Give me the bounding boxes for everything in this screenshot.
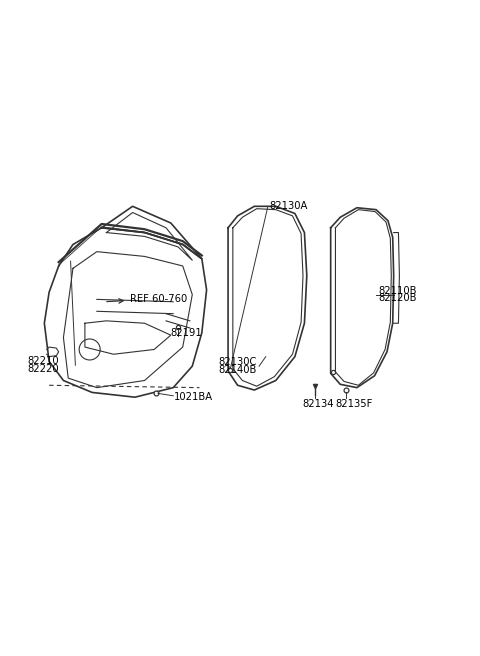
Text: 82220: 82220	[28, 363, 59, 373]
Text: 82110B: 82110B	[378, 286, 417, 296]
Text: 82130C: 82130C	[218, 358, 257, 367]
Text: 82134: 82134	[302, 400, 334, 409]
Text: REF 60-760: REF 60-760	[107, 294, 188, 304]
Text: 82130A: 82130A	[270, 201, 308, 211]
Text: 1021BA: 1021BA	[174, 392, 213, 401]
Text: 82140B: 82140B	[218, 365, 257, 375]
Text: 82120B: 82120B	[378, 293, 417, 303]
Text: 82135F: 82135F	[336, 400, 373, 409]
Text: 82191: 82191	[171, 328, 203, 338]
Text: 82210: 82210	[28, 356, 59, 367]
